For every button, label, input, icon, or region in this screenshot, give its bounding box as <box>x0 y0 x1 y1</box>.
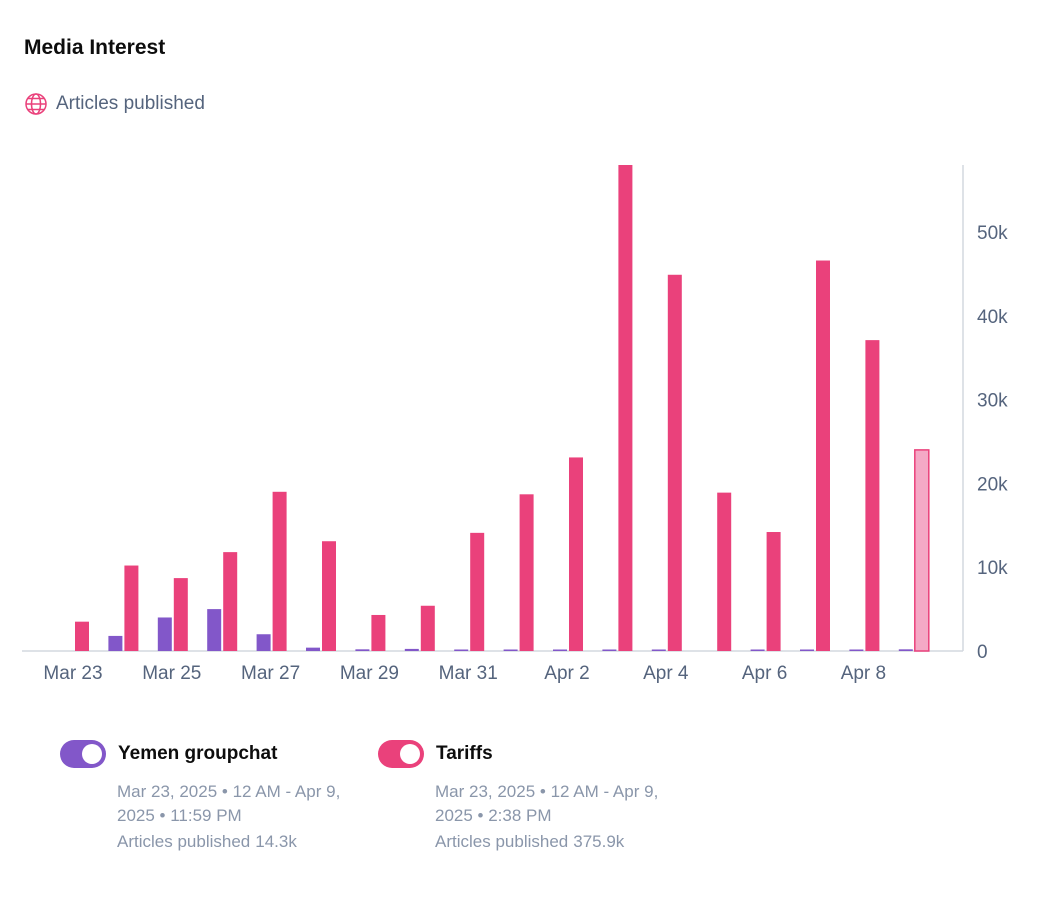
x-tick-label: Mar 23 <box>43 663 102 684</box>
bar-yemen-groupchat <box>651 649 666 651</box>
bar-yemen-groupchat <box>355 649 370 651</box>
x-tick-label: Apr 6 <box>742 663 787 684</box>
bar-yemen-groupchat <box>404 648 419 651</box>
legend-total-value: 14.3k <box>255 832 297 851</box>
x-tick-label: Mar 31 <box>439 663 498 684</box>
bar-tariffs <box>272 491 287 651</box>
bar-yemen-groupchat <box>849 649 864 651</box>
bar-tariffs <box>470 532 485 651</box>
legend-item-yemen: Yemen groupchat Mar 23, 2025 • 12 AM - A… <box>60 740 360 854</box>
metric-label: Articles published <box>56 93 205 114</box>
bar-tariffs <box>914 449 930 652</box>
y-tick-label: 30k <box>977 391 1008 412</box>
y-tick-label: 10k <box>977 558 1008 579</box>
bar-yemen-groupchat <box>800 649 814 651</box>
x-tick-label: Apr 8 <box>841 663 886 684</box>
legend-date-range: Mar 23, 2025 • 12 AM - Apr 9, 2025 • 11:… <box>117 782 341 825</box>
bar-yemen-groupchat <box>108 635 123 651</box>
y-tick-label: 20k <box>977 474 1008 495</box>
x-tick-label: Mar 27 <box>241 663 300 684</box>
toggle-knob <box>400 744 420 764</box>
legend-total: Articles published 375.9k <box>435 830 678 854</box>
bar-tariffs <box>816 260 830 651</box>
bar-yemen-groupchat <box>553 649 567 651</box>
x-tick-label: Mar 25 <box>142 663 201 684</box>
x-tick-label: Apr 2 <box>544 663 589 684</box>
yemen-toggle[interactable] <box>60 740 106 768</box>
bar-tariffs <box>371 614 386 651</box>
bar-tariffs <box>766 532 781 651</box>
y-tick-label: 50k <box>977 223 1008 244</box>
bar-tariffs <box>420 605 435 651</box>
bar-tariffs <box>173 578 188 651</box>
bar-yemen-groupchat <box>602 649 617 651</box>
bar-tariffs <box>124 565 139 651</box>
y-tick-label: 0 <box>977 642 988 663</box>
bar-tariffs <box>223 552 238 651</box>
x-tick-label: Apr 4 <box>643 663 689 684</box>
bar-yemen-groupchat <box>503 649 518 651</box>
x-tick-label: Mar 29 <box>340 663 399 684</box>
legend-item-tariffs: Tariffs Mar 23, 2025 • 12 AM - Apr 9, 20… <box>378 740 678 854</box>
legend-date-range: Mar 23, 2025 • 12 AM - Apr 9, 2025 • 2:3… <box>435 782 659 825</box>
legend-total-value: 375.9k <box>573 832 625 851</box>
legend-name: Yemen groupchat <box>118 743 278 764</box>
bar-tariffs <box>717 492 732 651</box>
bar-tariffs <box>519 494 534 651</box>
bar-yemen-groupchat <box>157 617 172 651</box>
bar-tariffs <box>569 457 583 651</box>
bar-yemen-groupchat <box>256 634 271 651</box>
bar-tariffs <box>667 274 682 651</box>
bar-tariffs <box>75 621 89 651</box>
tariffs-toggle[interactable] <box>378 740 424 768</box>
bar-yemen-groupchat <box>306 647 320 651</box>
bar-tariffs <box>322 541 336 651</box>
toggle-knob <box>82 744 102 764</box>
bar-tariffs <box>865 340 880 651</box>
chart-title: Media Interest <box>24 36 166 59</box>
bar-yemen-groupchat <box>207 609 222 651</box>
bar-tariffs <box>618 165 633 651</box>
metric-selector[interactable]: Articles published <box>24 92 205 116</box>
legend-metric: Articles published <box>117 832 251 851</box>
legend-name: Tariffs <box>436 743 493 764</box>
y-tick-label: 40k <box>977 307 1008 328</box>
legend-metric: Articles published <box>435 832 569 851</box>
bar-yemen-groupchat <box>454 649 469 651</box>
bar-yemen-groupchat <box>898 649 913 651</box>
legend-total: Articles published 14.3k <box>117 830 360 854</box>
globe-icon <box>24 92 48 116</box>
bar-chart: 0 10k 20k 30k 40k 50k Mar 23 Mar 25 Mar 27 Mar 29… <box>22 165 1008 684</box>
bar-yemen-groupchat <box>750 649 765 651</box>
